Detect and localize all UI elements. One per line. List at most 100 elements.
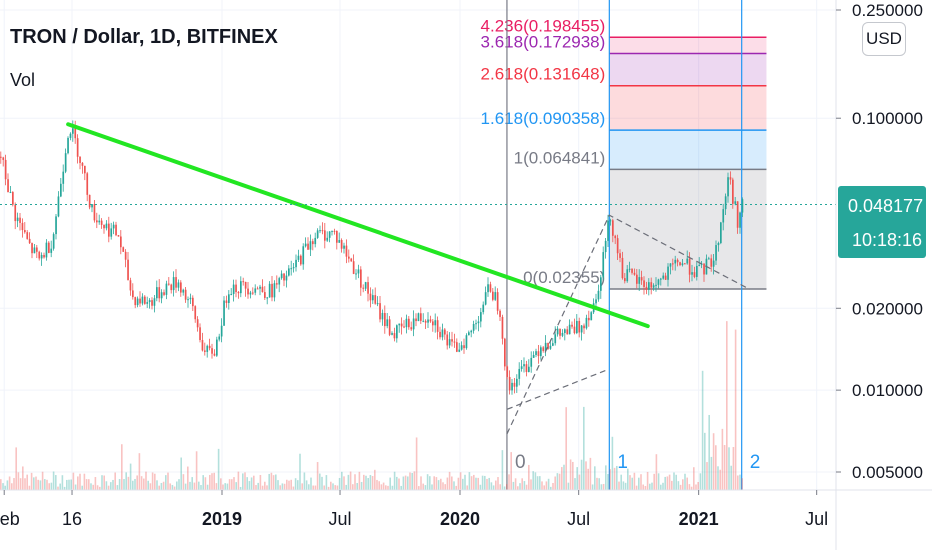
candle-body — [712, 260, 715, 267]
volume-bar — [477, 477, 479, 490]
candle-body — [177, 282, 180, 288]
volume-bar — [149, 483, 152, 490]
volume-bar — [224, 483, 226, 490]
volume-bar — [310, 477, 312, 490]
time-marker-label: 2 — [750, 452, 761, 473]
candle-body — [259, 286, 261, 289]
candle-body — [105, 223, 108, 229]
candle-body — [192, 297, 194, 307]
candle-body — [19, 217, 21, 223]
volume-bar — [470, 476, 473, 490]
candle-body — [552, 343, 554, 346]
volume-bar — [180, 457, 182, 490]
candle-body — [26, 232, 29, 239]
volume-bar — [74, 484, 77, 490]
volume-bar — [611, 436, 614, 490]
volume-bar — [347, 474, 350, 490]
candle-body — [43, 254, 45, 258]
candle-body — [369, 293, 372, 301]
bar-countdown: 10:18:16 — [852, 230, 923, 250]
candle-body — [393, 333, 396, 339]
volume-bar — [422, 483, 424, 490]
candle-body — [417, 313, 420, 322]
candle-body — [657, 279, 660, 285]
candle-body — [628, 268, 631, 270]
volume-bar — [635, 485, 638, 490]
candle-body — [163, 292, 165, 295]
volume-bar — [374, 469, 376, 490]
volume-bar — [112, 479, 114, 490]
volume-bar — [739, 474, 741, 490]
volume-bar — [657, 473, 660, 490]
volume-bar — [356, 483, 358, 490]
volume-bar — [191, 477, 193, 490]
candle-body — [2, 157, 5, 160]
volume-bar — [497, 477, 499, 490]
candle-body — [729, 177, 732, 180]
candle-body — [660, 278, 662, 280]
candle-body — [343, 245, 345, 249]
volume-bar — [737, 475, 739, 490]
candle-body — [283, 273, 285, 281]
volume-bar — [426, 474, 429, 490]
candle-body — [122, 247, 125, 252]
candle-body — [676, 259, 679, 263]
candle-body — [664, 275, 667, 280]
candle-body — [732, 179, 734, 204]
currency-button[interactable]: USD — [862, 22, 906, 56]
volume-bar — [213, 472, 215, 490]
candle-body — [432, 321, 434, 326]
volume-bar — [189, 481, 191, 490]
volume-bar — [684, 473, 686, 490]
candle-body — [465, 335, 468, 349]
volume-bar — [668, 474, 671, 490]
candle-body — [595, 299, 597, 304]
volume-bar — [367, 478, 369, 490]
candle-body — [40, 254, 43, 259]
volume-bar — [464, 474, 466, 490]
candle-body — [374, 295, 377, 304]
volume-bar — [543, 485, 545, 490]
candle-body — [636, 274, 638, 284]
volume-bar — [552, 483, 554, 490]
volume-bar — [688, 484, 691, 490]
fib-anchor-path — [506, 214, 750, 435]
candle-body — [434, 320, 437, 326]
volume-bar — [741, 478, 743, 490]
volume-bar — [708, 414, 710, 490]
candle-body — [427, 319, 429, 323]
volume-bar — [376, 479, 378, 490]
volume-bar — [451, 476, 453, 490]
candle-body — [206, 345, 209, 352]
volume-bar — [294, 478, 297, 490]
volume-bar — [184, 483, 187, 490]
candle-body — [220, 325, 223, 337]
candle-body — [456, 342, 458, 352]
candle-body — [48, 242, 50, 253]
volume-bar — [270, 472, 273, 490]
volume-bar — [701, 370, 704, 490]
volume-bar — [268, 473, 270, 490]
volume-bar — [308, 484, 310, 490]
candle-body — [528, 366, 530, 372]
volume-indicator-label[interactable]: Vol — [10, 70, 36, 90]
candle-body — [734, 201, 737, 204]
volume-bar — [369, 474, 372, 490]
volume-bar — [613, 467, 616, 490]
volume-bar — [437, 480, 440, 490]
symbol-title[interactable]: TRON / Dollar, 1D, BITFINEX — [10, 26, 278, 48]
volume-bar — [79, 473, 81, 490]
volume-bar — [675, 474, 677, 490]
candle-body — [506, 366, 509, 377]
volume-bar — [59, 483, 61, 490]
candle-body — [619, 253, 621, 258]
volume-bar — [686, 477, 688, 490]
volume-bar — [290, 479, 292, 490]
candle-body — [345, 245, 348, 257]
volume-bar — [55, 475, 57, 490]
volume-bar — [730, 465, 732, 490]
candle-body — [295, 259, 297, 268]
candle-body — [278, 278, 281, 285]
candle-body — [547, 342, 549, 349]
